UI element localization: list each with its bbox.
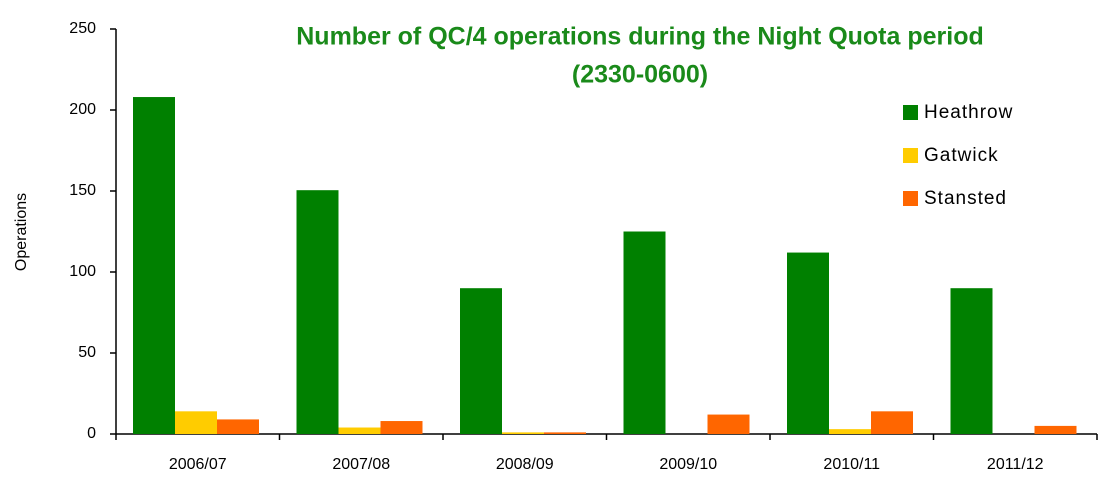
x-tick-label: 2009/10 <box>659 456 717 473</box>
bar <box>217 419 259 434</box>
bar <box>829 429 871 434</box>
bar <box>544 432 586 434</box>
y-tick-label: 250 <box>69 20 96 37</box>
x-tick-label: 2006/07 <box>169 456 227 473</box>
legend-swatch <box>903 191 918 206</box>
chart-title: Number of QC/4 operations during the Nig… <box>296 23 984 51</box>
bar <box>380 421 423 434</box>
chart-subtitle: (2330-0600) <box>572 61 708 89</box>
y-tick-label: 100 <box>69 263 96 280</box>
bar <box>133 97 175 434</box>
y-tick-label: 200 <box>69 101 96 118</box>
y-tick-label: 0 <box>87 425 96 442</box>
legend-label: Heathrow <box>924 102 1013 123</box>
x-tick-label: 2011/12 <box>987 456 1044 473</box>
bar <box>460 288 502 434</box>
legend-swatch <box>903 148 918 163</box>
x-tick-label: 2007/08 <box>332 456 390 473</box>
bar <box>1034 425 1077 434</box>
legend-swatch <box>903 105 918 120</box>
x-tick-label: 2008/09 <box>496 456 554 473</box>
legend-label: Gatwick <box>924 145 999 166</box>
bar <box>707 414 750 434</box>
bar <box>502 432 544 434</box>
bar <box>175 411 217 434</box>
bar <box>338 427 381 434</box>
bar <box>871 411 913 434</box>
y-tick-label: 150 <box>69 182 96 199</box>
x-tick-label: 2010/11 <box>823 456 880 473</box>
bar <box>950 288 993 434</box>
y-tick-label: 50 <box>78 344 96 361</box>
bar <box>787 252 829 434</box>
bar <box>623 231 666 434</box>
y-axis-label: Operations <box>13 193 30 271</box>
legend-label: Stansted <box>924 188 1007 209</box>
bar <box>296 190 339 434</box>
